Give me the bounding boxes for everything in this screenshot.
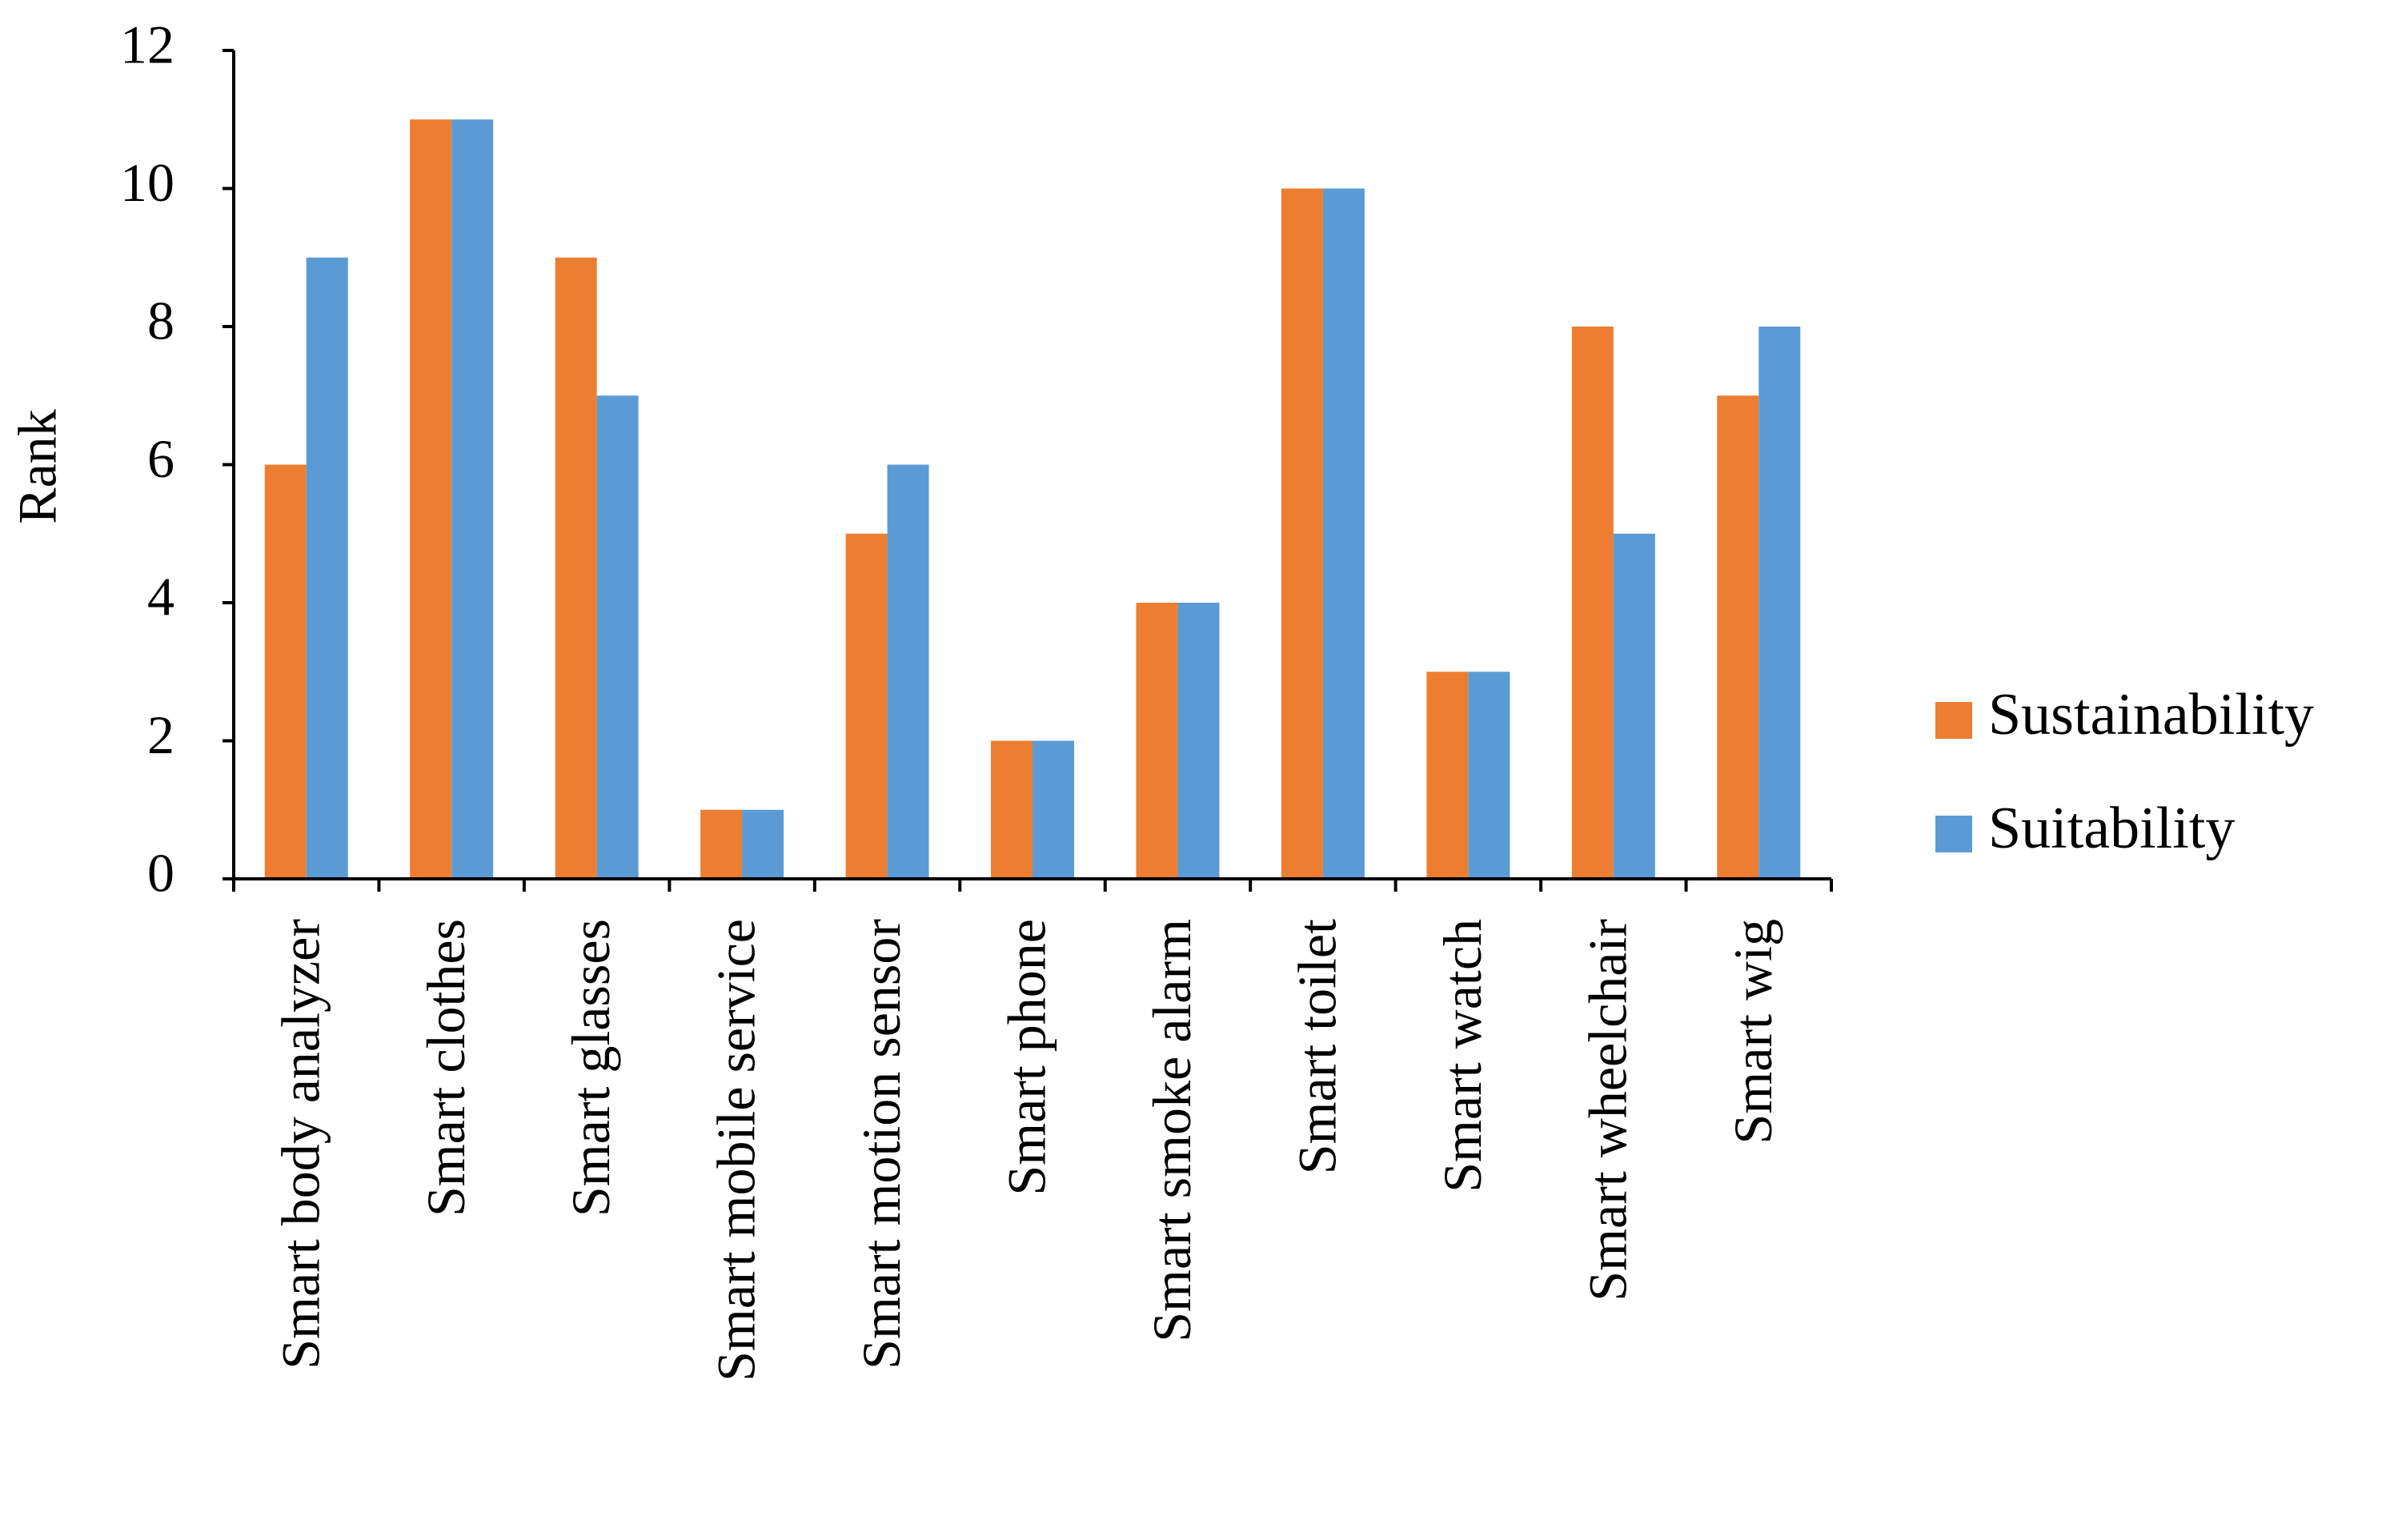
x-category-label: Smart glasses — [560, 919, 621, 1217]
x-category-labels: Smart body analyzer Smart clothes Smart gl… — [270, 919, 1783, 1382]
y-axis-title: Rank — [7, 409, 68, 524]
legend: Sustainability Suitability — [1935, 682, 2314, 861]
bar-sustainability-11 — [1717, 395, 1759, 879]
bar-sustainability-6 — [991, 740, 1033, 879]
legend-label-suitability: Suitability — [1988, 796, 2235, 861]
bar-sustainability-4 — [700, 809, 743, 879]
x-category-label: Smart wig — [1722, 919, 1783, 1144]
y-tick-labels: 0 2 4 6 8 10 12 — [120, 14, 174, 904]
bar-suitability-10 — [1613, 533, 1655, 879]
x-category-label: Smart phone — [997, 919, 1057, 1196]
bar-suitability-7 — [1177, 603, 1220, 879]
bar-suitability-6 — [1033, 740, 1074, 879]
bar-sustainability-1 — [264, 464, 307, 879]
y-tick-label: 8 — [147, 291, 174, 351]
bar-suitability-11 — [1758, 327, 1801, 879]
x-category-label: Smart watch — [1432, 919, 1493, 1193]
bar-suitability-3 — [596, 395, 639, 879]
bar-sustainability-7 — [1136, 603, 1178, 879]
x-category-label: Smart wheelchair — [1577, 919, 1638, 1301]
y-tick-label: 4 — [147, 567, 174, 628]
legend-swatch-sustainability — [1935, 702, 1972, 739]
bar-sustainability-3 — [555, 257, 597, 879]
x-category-label: Smart clothes — [415, 919, 476, 1217]
y-tick-label: 10 — [120, 152, 174, 213]
x-category-label: Smart motion sensor — [851, 919, 912, 1370]
bar-sustainability-5 — [845, 533, 888, 879]
bar-suitability-8 — [1322, 188, 1365, 879]
y-tick-label: 2 — [147, 704, 174, 765]
x-category-label: Smart mobile service — [706, 919, 767, 1382]
y-tick-label: 12 — [120, 14, 174, 75]
legend-label-sustainability: Sustainability — [1988, 682, 2314, 748]
bar-suitability-5 — [887, 464, 929, 879]
legend-swatch-suitability — [1935, 816, 1972, 852]
bar-sustainability-2 — [410, 119, 452, 879]
y-tick-label: 0 — [147, 843, 174, 904]
bar-sustainability-9 — [1426, 672, 1469, 879]
bar-sustainability-8 — [1281, 188, 1323, 879]
x-category-label: Smart smoke alarm — [1141, 919, 1202, 1342]
bar-suitability-9 — [1468, 672, 1510, 879]
bars-layer — [264, 119, 1801, 879]
axes-layer — [223, 49, 1833, 892]
x-category-label: Smart toilet — [1287, 919, 1348, 1174]
x-category-label: Smart body analyzer — [270, 919, 331, 1370]
y-tick-label: 6 — [147, 428, 174, 489]
bar-sustainability-10 — [1571, 327, 1614, 879]
bar-suitability-2 — [451, 119, 494, 879]
bar-suitability-1 — [306, 257, 348, 879]
bar-suitability-4 — [742, 809, 784, 879]
